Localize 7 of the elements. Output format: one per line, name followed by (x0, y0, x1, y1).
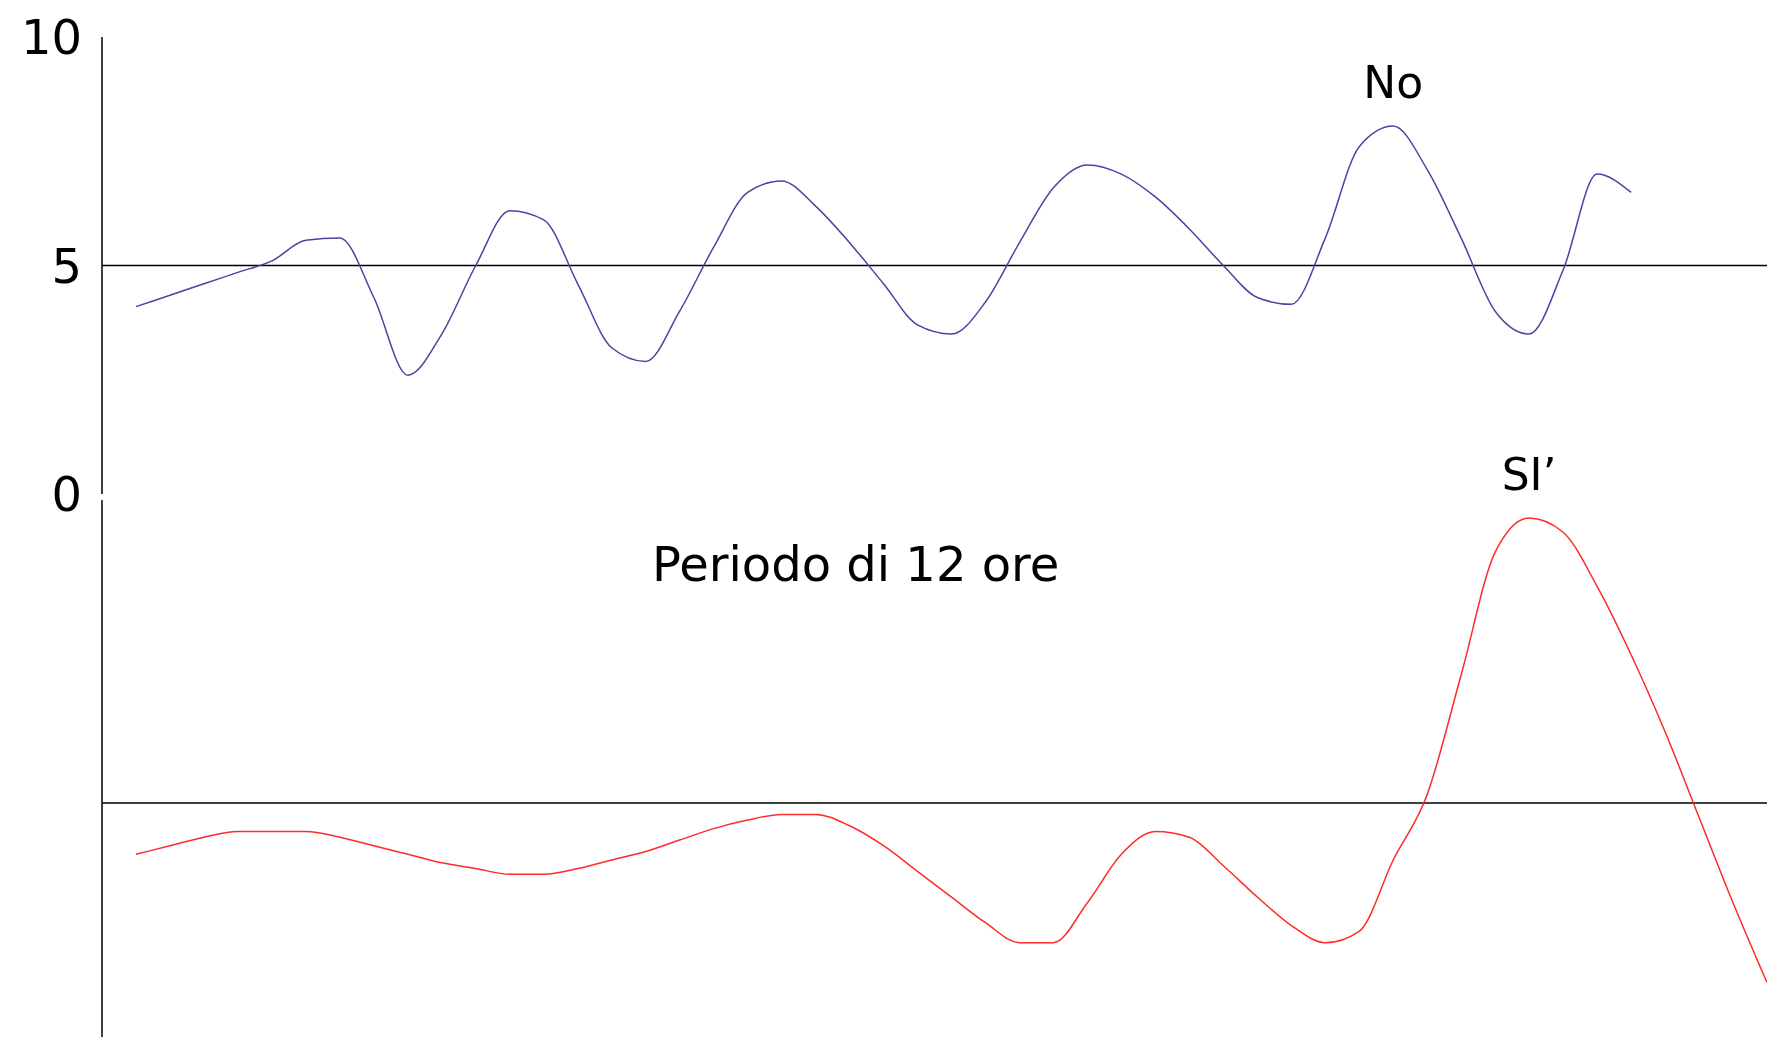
y-tick-label: 0 (51, 466, 82, 523)
annotation: Periodo di 12 ore (652, 536, 1060, 592)
series-label: No (1363, 57, 1424, 109)
y-tick-label: 5 (51, 237, 82, 294)
line-series (135, 125, 1632, 376)
y-tick-label: 10 (20, 9, 82, 66)
series-label: SI’ (1501, 448, 1557, 500)
